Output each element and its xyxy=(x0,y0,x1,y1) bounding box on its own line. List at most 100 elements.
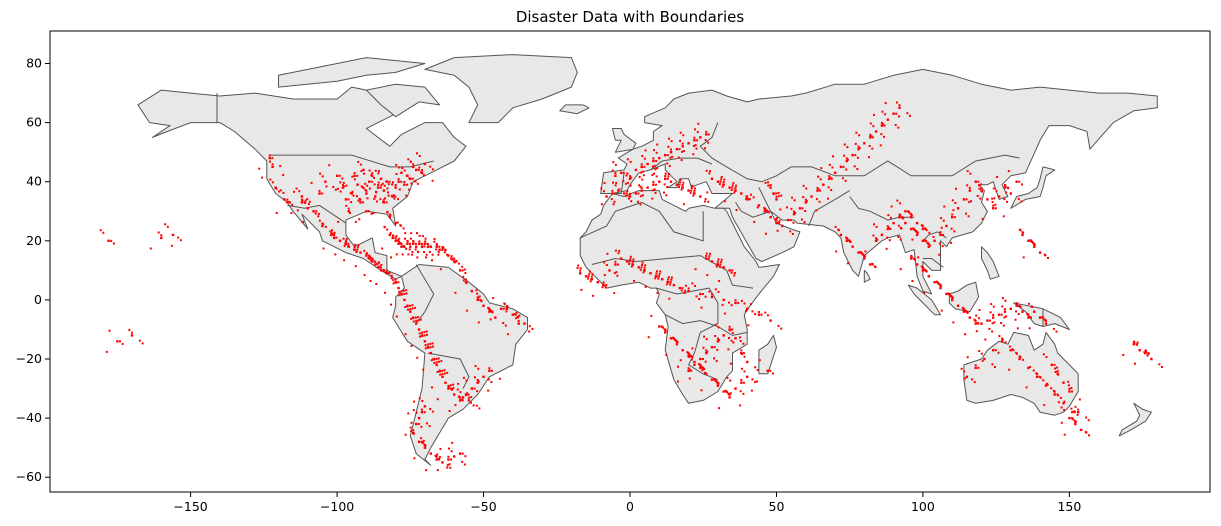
disaster-point xyxy=(474,365,477,368)
disaster-point xyxy=(380,184,383,187)
disaster-point xyxy=(655,183,658,186)
disaster-point xyxy=(614,163,617,166)
disaster-point xyxy=(704,360,707,363)
disaster-point xyxy=(1036,375,1039,378)
disaster-point xyxy=(622,180,625,183)
disaster-point xyxy=(385,201,388,204)
disaster-point xyxy=(374,195,377,198)
disaster-point xyxy=(477,380,480,383)
disaster-point xyxy=(678,148,681,151)
disaster-point xyxy=(938,242,941,245)
disaster-point xyxy=(875,225,878,228)
disaster-point xyxy=(1003,198,1006,201)
disaster-point xyxy=(992,204,995,207)
disaster-point xyxy=(410,345,413,347)
disaster-point xyxy=(899,268,902,271)
disaster-point xyxy=(956,304,960,307)
disaster-point xyxy=(624,182,627,185)
disaster-point xyxy=(384,197,387,200)
disaster-point xyxy=(925,229,928,232)
disaster-point xyxy=(679,131,682,134)
disaster-point xyxy=(409,242,411,245)
disaster-point xyxy=(667,175,670,178)
disaster-point xyxy=(657,277,660,280)
land-masses xyxy=(137,54,1158,466)
disaster-point xyxy=(453,257,456,260)
disaster-point xyxy=(102,231,105,234)
disaster-point xyxy=(639,268,642,271)
disaster-point xyxy=(448,463,451,466)
disaster-point xyxy=(491,311,494,314)
disaster-point xyxy=(107,239,110,242)
disaster-point xyxy=(397,180,400,183)
disaster-point xyxy=(953,230,956,233)
disaster-point xyxy=(475,404,478,407)
disaster-point xyxy=(99,229,102,232)
disaster-point xyxy=(716,263,720,266)
disaster-point xyxy=(1062,381,1065,384)
disaster-point xyxy=(343,185,346,188)
disaster-point xyxy=(625,174,628,177)
disaster-point xyxy=(382,269,386,272)
disaster-point xyxy=(699,357,702,361)
disaster-point xyxy=(695,147,698,150)
disaster-point xyxy=(760,313,763,316)
disaster-point xyxy=(420,425,423,428)
disaster-point xyxy=(997,195,1001,198)
disaster-point xyxy=(334,253,337,256)
disaster-point xyxy=(897,224,900,227)
disaster-point xyxy=(1021,310,1024,313)
disaster-point xyxy=(646,162,649,166)
disaster-point xyxy=(328,164,331,167)
disaster-point xyxy=(424,240,427,243)
disaster-point xyxy=(728,186,731,189)
disaster-point xyxy=(164,223,167,226)
disaster-point xyxy=(705,338,708,341)
y-tick-label: 80 xyxy=(26,56,42,71)
disaster-point xyxy=(587,275,590,278)
disaster-point xyxy=(1038,316,1042,319)
disaster-point xyxy=(977,366,980,369)
disaster-point xyxy=(310,181,313,184)
disaster-point xyxy=(431,345,434,348)
disaster-point xyxy=(858,147,861,149)
disaster-point xyxy=(1056,366,1059,369)
disaster-point xyxy=(1022,256,1025,259)
disaster-point xyxy=(881,110,884,113)
disaster-point xyxy=(411,177,414,180)
disaster-point xyxy=(307,203,310,206)
landmass-south-america xyxy=(392,264,528,466)
disaster-point xyxy=(874,239,878,242)
disaster-point xyxy=(1158,363,1161,366)
disaster-point xyxy=(631,263,635,266)
disaster-point xyxy=(446,371,449,374)
disaster-point xyxy=(634,168,638,172)
disaster-point xyxy=(994,349,997,352)
disaster-point xyxy=(110,239,113,242)
landmass-sri-lanka xyxy=(863,269,871,283)
disaster-point xyxy=(871,147,874,150)
disaster-point xyxy=(691,184,694,187)
disaster-point xyxy=(940,226,943,229)
disaster-point xyxy=(579,267,582,270)
disaster-point xyxy=(465,394,468,397)
disaster-point xyxy=(805,200,808,203)
disaster-point xyxy=(622,171,625,174)
disaster-point xyxy=(975,314,978,317)
disaster-point xyxy=(793,210,795,213)
disaster-point xyxy=(453,261,456,264)
disaster-point xyxy=(939,286,942,290)
disaster-point xyxy=(804,201,807,204)
disaster-point xyxy=(992,207,995,210)
disaster-point xyxy=(643,269,646,272)
disaster-point xyxy=(269,160,271,163)
disaster-point xyxy=(941,245,944,248)
disaster-point xyxy=(409,304,411,307)
disaster-point xyxy=(675,148,679,151)
disaster-point xyxy=(681,349,684,352)
disaster-point xyxy=(429,245,432,248)
disaster-point xyxy=(728,393,731,396)
disaster-point xyxy=(506,305,509,308)
disaster-point xyxy=(974,364,977,367)
disaster-point xyxy=(758,359,761,362)
